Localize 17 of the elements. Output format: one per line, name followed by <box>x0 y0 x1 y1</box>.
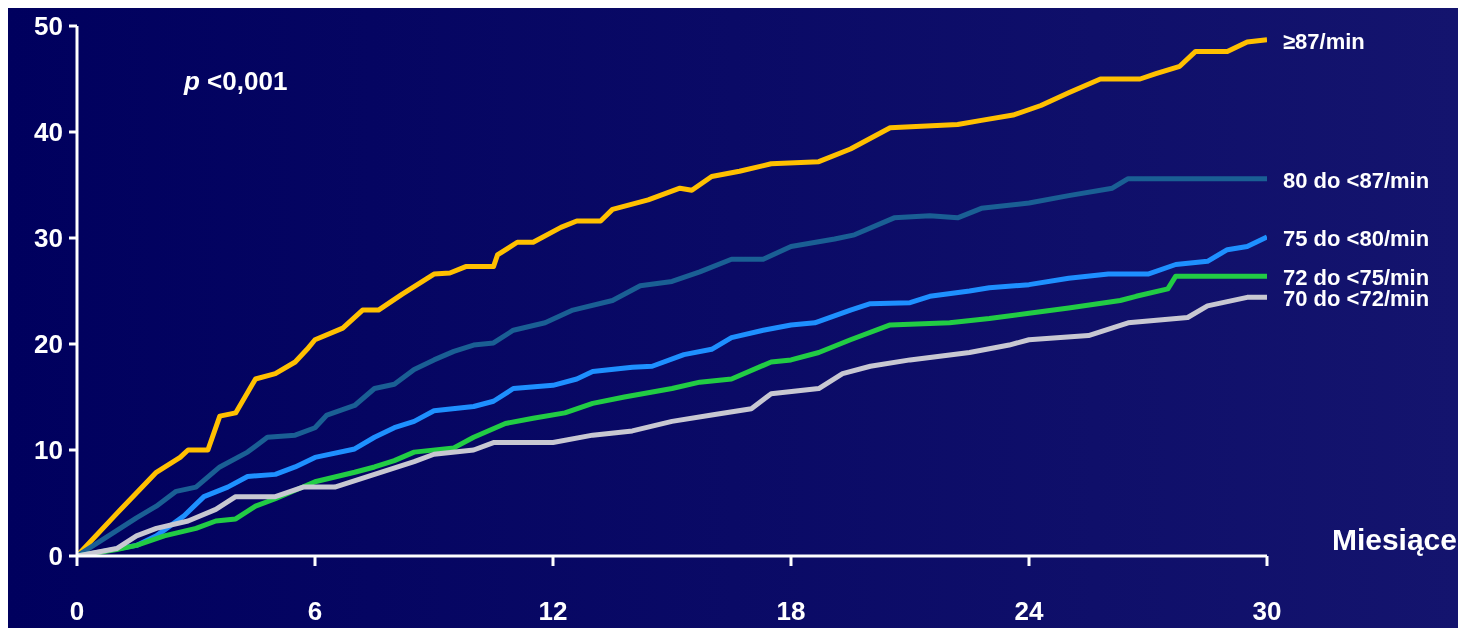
y-tick-label: 40 <box>34 117 63 148</box>
x-tick-label: 6 <box>307 596 323 627</box>
x-tick-label: 18 <box>776 596 806 627</box>
y-tick-label: 20 <box>34 329 63 360</box>
x-tick-label: 12 <box>538 596 568 627</box>
series-label: 75 do <80/min <box>1283 225 1430 251</box>
x-tick-label: 30 <box>1252 596 1282 627</box>
series-label: 80 do <87/min <box>1283 167 1430 193</box>
annotation: p <0,001 <box>184 66 288 97</box>
x-axis-title: Miesiące <box>1331 523 1457 556</box>
y-tick-label: 0 <box>48 541 63 572</box>
series-label: ≥87/min <box>1283 28 1365 54</box>
y-tick-label: 50 <box>34 11 63 42</box>
x-tick-label: 0 <box>69 596 85 627</box>
y-tick-label: 30 <box>34 223 63 254</box>
y-tick-label: 10 <box>34 435 63 466</box>
x-tick-label: 24 <box>1014 596 1044 627</box>
